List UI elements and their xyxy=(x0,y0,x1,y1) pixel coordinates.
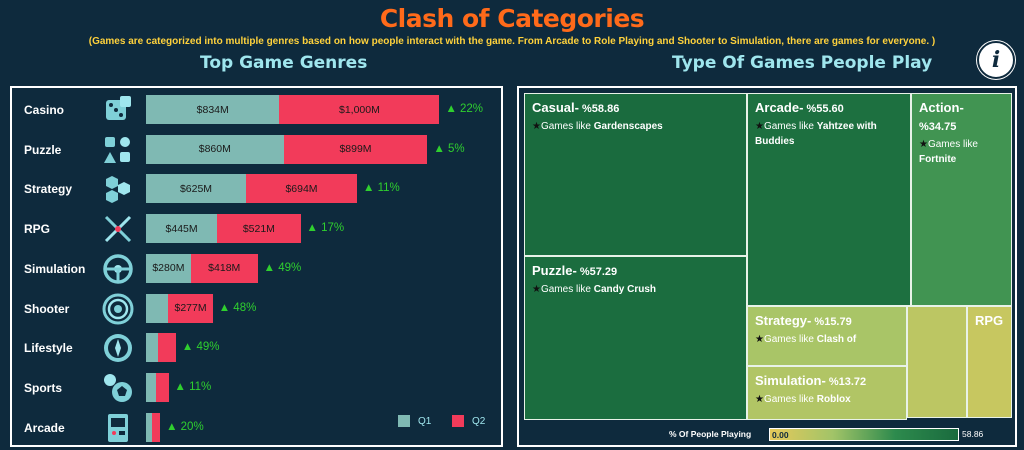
treemap-tile-name: Strategy- xyxy=(755,313,812,328)
bar-q2-sports[interactable] xyxy=(155,372,169,402)
growth-label: ▲ 20% xyxy=(166,420,204,433)
treemap-tile[interactable]: Simulation- %13.72 ★Games like Roblox xyxy=(747,366,907,420)
legend-q1-label: Q1 xyxy=(418,415,432,427)
treemap-tile-percent: %58.86 xyxy=(578,103,620,115)
treemap-tile-name: Puzzle- xyxy=(532,263,577,278)
star-icon: ★ xyxy=(755,121,764,132)
treemap-tile-example: ★Games like Yahtzee with Buddies xyxy=(755,121,877,147)
treemap-tile[interactable]: Arcade- %55.60 ★Games like Yahtzee with B… xyxy=(747,93,911,306)
color-scale-min: 0.00 xyxy=(772,430,789,440)
genre-label: Shooter xyxy=(24,301,70,316)
growth-label: ▲ 17% xyxy=(306,222,345,235)
bar-q1-strategy[interactable]: $625M xyxy=(146,174,246,204)
bar-q1-arcade[interactable] xyxy=(146,412,153,442)
top-genres-chart: Casino $834M $1,000M ▲ 22% Puzzle $860M $899M ▲… xyxy=(10,86,503,447)
bar-q2-rpg[interactable]: $521M xyxy=(217,214,301,244)
info-icon[interactable]: i xyxy=(977,41,1015,79)
treemap-tile[interactable] xyxy=(907,306,967,418)
treemap-tile-example: ★Games like Candy Crush xyxy=(532,284,656,295)
dashboard-subtitle: (Games are categorized into multiple gen… xyxy=(88,36,936,47)
target-icon xyxy=(102,293,134,325)
bar-q2-strategy[interactable]: $694M xyxy=(246,174,358,204)
growth-label: ▲ 11% xyxy=(363,182,400,195)
genre-label: Casino xyxy=(24,103,65,117)
bar-q1-rpg[interactable]: $445M xyxy=(146,214,218,244)
games-people-play-title: Type Of Games People Play xyxy=(672,53,933,73)
sports-balls-icon xyxy=(102,372,134,404)
bar-q1-casino[interactable]: $834M xyxy=(146,95,280,124)
growth-label: ▲ 49% xyxy=(263,261,302,274)
color-scale-bar xyxy=(769,428,959,441)
genre-label: RPG xyxy=(24,222,51,237)
bar-q1-simulation[interactable]: $280M xyxy=(146,253,191,283)
treemap-tile-name: Action- xyxy=(919,100,964,115)
games-treemap: Casual- %58.86 ★Games like Gardenscapes Pu… xyxy=(517,86,1017,447)
treemap-tile-example: ★Games like Fortnite xyxy=(919,139,978,165)
treemap-tile-percent: %57.29 xyxy=(576,266,618,278)
growth-label: ▲ 49% xyxy=(181,341,220,354)
star-icon: ★ xyxy=(532,284,541,295)
crossed-swords-icon xyxy=(102,213,134,245)
treemap-tile[interactable]: Strategy- %15.79 ★Games like Clash of xyxy=(747,306,907,366)
bar-q2-puzzle[interactable]: $899M xyxy=(283,134,428,164)
arcade-machine-icon xyxy=(102,412,134,444)
treemap-tile-percent: %55.60 xyxy=(803,103,844,115)
growth-label: ▲ 22% xyxy=(445,103,484,115)
dice-icon xyxy=(102,94,134,126)
color-scale-title: % Of People Playing xyxy=(669,429,752,439)
treemap-tile-example: ★Games like Clash of xyxy=(755,334,857,345)
genre-label: Simulation xyxy=(24,261,86,276)
growth-label: ▲ 11% xyxy=(174,380,212,393)
growth-label: ▲ 5% xyxy=(433,142,465,155)
treemap-tile-name: Arcade- xyxy=(755,100,804,115)
treemap-tile[interactable]: Puzzle- %57.29 ★Games like Candy Crush xyxy=(524,256,747,420)
genre-label: Arcade xyxy=(24,420,65,435)
compass-icon xyxy=(102,332,134,364)
star-icon: ★ xyxy=(532,121,541,132)
treemap-tile-name: RPG xyxy=(975,313,1004,328)
bar-q1-lifestyle[interactable] xyxy=(146,333,158,363)
bar-q2-arcade[interactable] xyxy=(152,412,161,442)
bar-q1-sports[interactable] xyxy=(146,372,156,402)
steering-wheel-icon xyxy=(102,253,134,285)
treemap-tile-name: Simulation- xyxy=(755,373,826,388)
color-scale-max: 58.86 xyxy=(962,429,984,439)
star-icon: ★ xyxy=(755,334,764,345)
bar-q2-casino[interactable]: $1,000M xyxy=(279,95,440,124)
treemap-tile-example: ★Games like Gardenscapes xyxy=(532,121,663,132)
treemap-tile-percent: %34.75 xyxy=(919,121,957,133)
genre-label: Sports xyxy=(24,380,63,395)
treemap-tile-name: Casual- xyxy=(532,100,579,115)
genre-label: Lifestyle xyxy=(24,341,73,356)
bar-q2-lifestyle[interactable] xyxy=(158,333,176,363)
hexagon-strategy-icon xyxy=(102,173,134,205)
treemap-tile-percent: %13.72 xyxy=(825,376,867,388)
legend-q1[interactable]: Q1 xyxy=(398,415,431,427)
puzzle-pieces-icon xyxy=(102,134,134,166)
treemap-tile-example: ★Games like Roblox xyxy=(755,394,851,405)
bar-q1-shooter[interactable] xyxy=(146,293,169,323)
treemap-tile[interactable]: Action- %34.75 ★Games like Fortnite xyxy=(911,93,1012,306)
bar-q1-puzzle[interactable]: $860M xyxy=(146,134,284,164)
growth-label: ▲ 48% xyxy=(218,301,257,314)
treemap-tile[interactable]: RPG xyxy=(967,306,1012,418)
top-genres-title: Top Game Genres xyxy=(200,53,368,73)
dashboard-title: Clash of Categories xyxy=(379,4,645,33)
star-icon: ★ xyxy=(755,394,764,405)
treemap-tile-percent: %15.79 xyxy=(811,316,852,328)
genre-label: Strategy xyxy=(24,182,73,197)
bar-q2-shooter[interactable]: $277M xyxy=(168,293,213,323)
bar-q2-simulation[interactable]: $418M xyxy=(190,253,258,283)
treemap-tile[interactable]: Casual- %58.86 ★Games like Gardenscapes xyxy=(524,93,747,256)
legend-q2-swatch xyxy=(452,415,464,427)
genre-label: Puzzle xyxy=(24,142,62,157)
legend-q2[interactable]: Q2 xyxy=(452,415,485,427)
legend-q1-swatch xyxy=(398,415,410,427)
legend-q2-label: Q2 xyxy=(472,415,486,427)
star-icon: ★ xyxy=(919,139,928,150)
